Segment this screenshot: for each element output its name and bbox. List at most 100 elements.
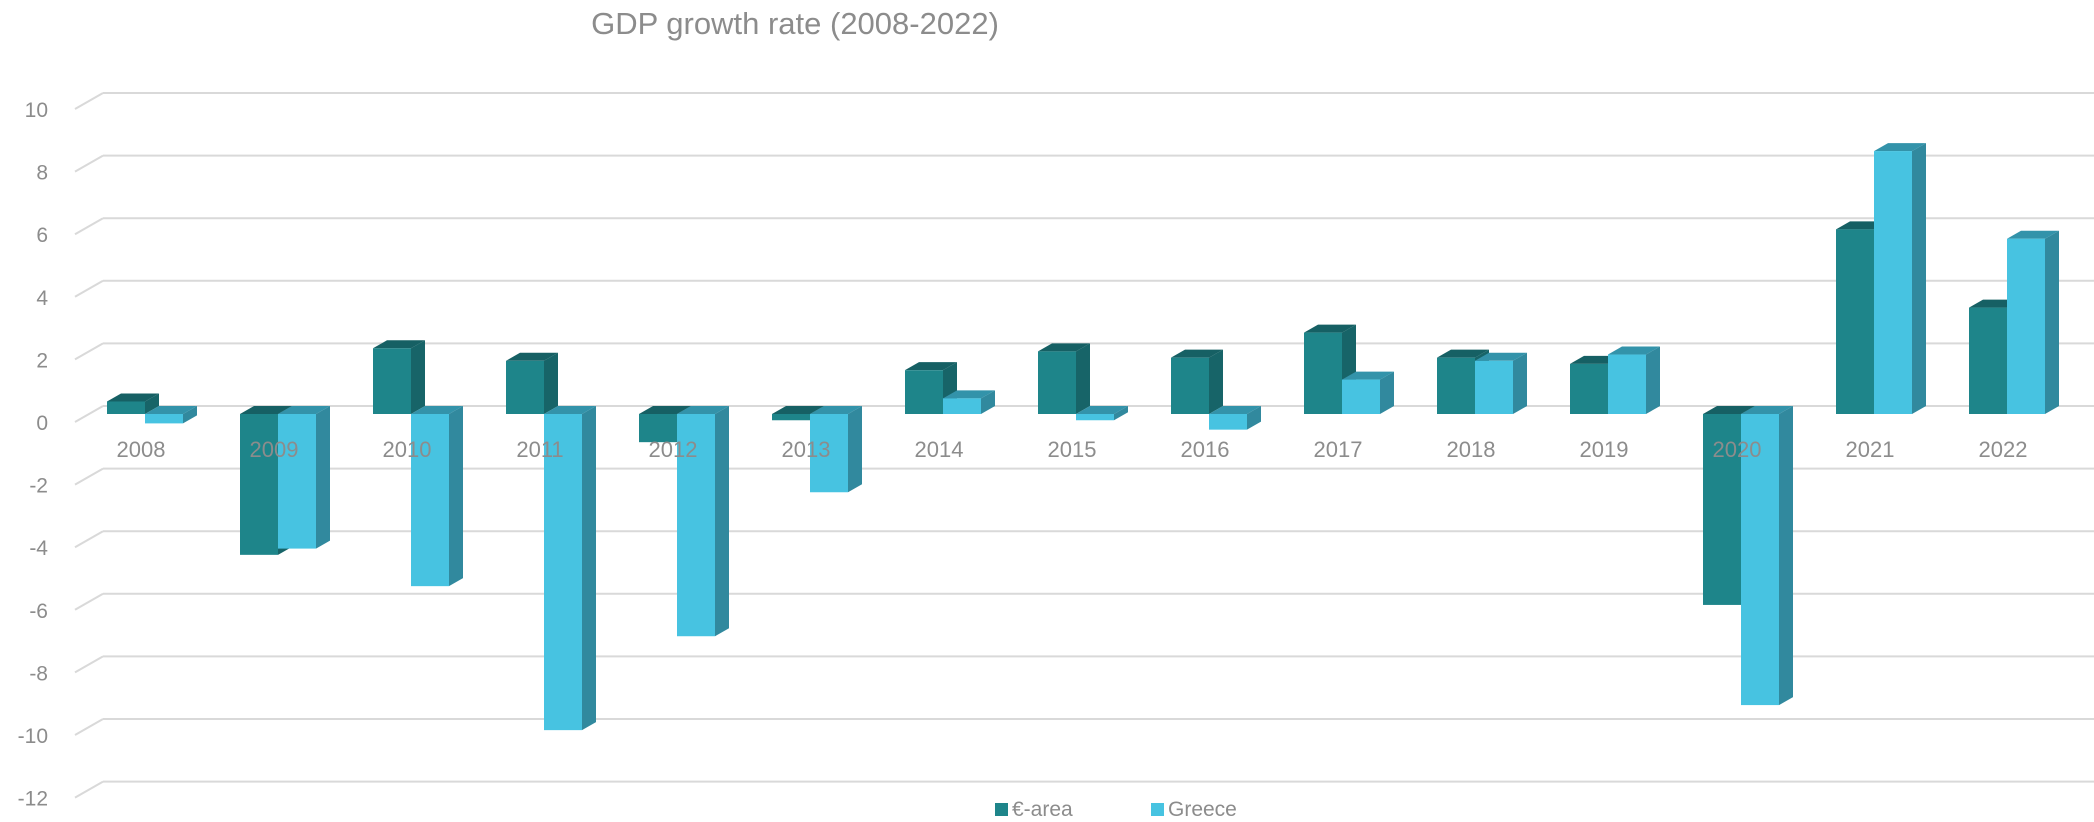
- bar-greece-2012: [677, 406, 729, 637]
- gridline-depth: [74, 592, 104, 611]
- bar-euro-area-2011: [506, 352, 558, 414]
- bar-top: [810, 406, 862, 414]
- bar-top: [1342, 371, 1394, 380]
- bar-top: [1171, 349, 1223, 358]
- gridline-depth: [74, 780, 104, 799]
- bar-top: [772, 406, 824, 414]
- bar-greece-2020: [1741, 406, 1793, 706]
- bar-top: [1703, 406, 1755, 414]
- x-tick-label: 2010: [383, 437, 432, 462]
- bar-side: [582, 406, 596, 731]
- y-tick-label: 8: [36, 162, 48, 185]
- x-tick-label: 2020: [1713, 437, 1762, 462]
- x-axis-labels: 2008 2009 2010 2011 2012 2013 2014 2015 2016 2017…: [117, 437, 2028, 462]
- x-tick-label: 2008: [117, 437, 166, 462]
- bar-side: [1646, 346, 1660, 414]
- bar-top: [1038, 343, 1090, 352]
- bar-greece-2022: [2007, 230, 2059, 414]
- bar-top: [1209, 406, 1261, 414]
- y-tick-label: 4: [36, 287, 48, 310]
- chart-title: GDP growth rate (2008-2022): [591, 6, 999, 41]
- bar-front: [544, 414, 582, 731]
- bar-front: [107, 401, 145, 414]
- bar-front: [1836, 229, 1874, 414]
- bar-top: [2007, 230, 2059, 239]
- gridline-depth: [74, 405, 104, 423]
- y-tick-label: 6: [36, 224, 48, 247]
- legend-swatch: [995, 803, 1008, 816]
- bar-side: [1912, 143, 1926, 414]
- y-tick-label: 2: [36, 349, 48, 372]
- x-tick-label: 2022: [1979, 437, 2028, 462]
- bar-euro-area-2010: [373, 340, 425, 414]
- bar-greece-2019: [1608, 346, 1660, 414]
- bar-front: [677, 414, 715, 637]
- bar-front: [1342, 379, 1380, 414]
- bar-greece-2010: [411, 406, 463, 587]
- bar-front: [810, 414, 848, 493]
- bar-top: [411, 406, 463, 414]
- bar-front: [905, 370, 943, 414]
- gridline-depth: [74, 467, 104, 486]
- bar-top: [373, 340, 425, 349]
- bar-front: [1608, 354, 1646, 414]
- bar-side: [848, 406, 862, 493]
- y-tick-label: -4: [29, 537, 48, 560]
- bar-greece-2017: [1342, 371, 1394, 414]
- bar-greece-2014: [943, 390, 995, 414]
- bar-front: [1741, 414, 1779, 706]
- bar-greece-2021: [1874, 143, 1926, 414]
- legend-swatch: [1151, 803, 1164, 816]
- bar-top: [1475, 352, 1527, 361]
- bar-top: [1076, 406, 1128, 414]
- bar-front: [1475, 360, 1513, 414]
- bar-front: [1209, 414, 1247, 430]
- bars: [107, 143, 2059, 731]
- bar-front: [1570, 363, 1608, 414]
- bar-top: [1741, 406, 1793, 414]
- bar-front: [1874, 151, 1912, 414]
- bar-side: [449, 406, 463, 587]
- bar-greece-2015: [1076, 406, 1128, 421]
- bar-top: [677, 406, 729, 414]
- gridline-depth: [74, 530, 104, 549]
- y-tick-label: 10: [25, 99, 48, 122]
- bar-euro-area-2015: [1038, 343, 1090, 414]
- legend-euro-area: €-area: [995, 798, 1073, 821]
- bar-front: [1038, 351, 1076, 414]
- bar-front: [145, 414, 183, 424]
- y-tick-label: -10: [18, 725, 48, 748]
- bar-greece-2011: [544, 406, 596, 731]
- bar-top: [145, 406, 197, 414]
- bar-front: [639, 414, 677, 443]
- bar-front: [772, 414, 810, 421]
- bar-top: [905, 362, 957, 371]
- bar-side: [411, 340, 425, 414]
- y-tick-label: -12: [18, 788, 48, 811]
- gridline-depth: [74, 718, 104, 736]
- bar-side: [2045, 230, 2059, 414]
- gridline-depth: [74, 279, 104, 298]
- bar-front: [2007, 238, 2045, 414]
- bar-side: [1380, 371, 1394, 414]
- bar-front: [1969, 307, 2007, 414]
- bar-side: [1114, 406, 1128, 421]
- y-tick-label: 0: [36, 412, 48, 435]
- bar-euro-area-2008: [107, 393, 159, 414]
- bar-front: [1304, 332, 1342, 414]
- bar-top: [639, 406, 691, 414]
- bar-top: [1437, 349, 1489, 358]
- bar-side: [1513, 352, 1527, 414]
- x-tick-label: 2011: [516, 437, 563, 462]
- bar-side: [1247, 406, 1261, 430]
- gridline-depth: [74, 92, 104, 110]
- bar-front: [1076, 414, 1114, 421]
- bar-greece-2009: [278, 406, 330, 549]
- x-tick-label: 2009: [250, 437, 299, 462]
- x-tick-label: 2019: [1580, 437, 1629, 462]
- bar-front: [1437, 357, 1475, 414]
- gridline-depth: [74, 655, 104, 674]
- bar-side: [1076, 343, 1090, 414]
- bar-side: [145, 393, 159, 414]
- bar-top: [1304, 324, 1356, 333]
